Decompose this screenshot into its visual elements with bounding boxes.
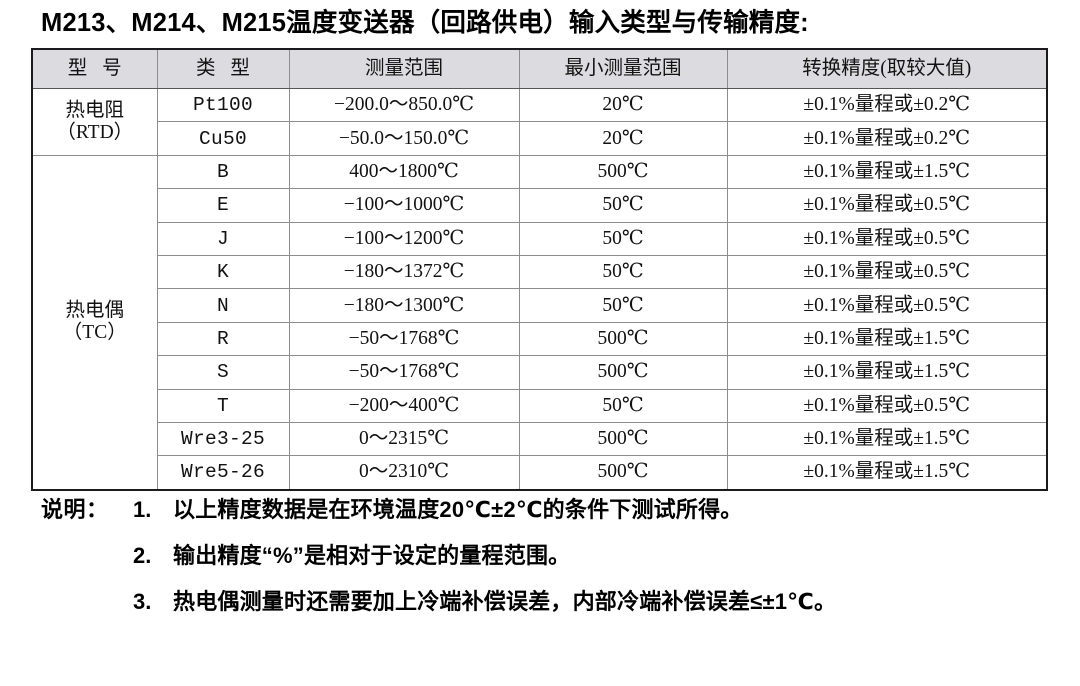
measuring-range-cell: −100～1200℃ (288, 221, 520, 256)
sensor-type-cell: T (156, 388, 290, 423)
sensor-group-name: 热电阻 (65, 99, 124, 121)
column-header-type: 类 型 (156, 48, 290, 89)
sensor-group-abbrev: （RTD） (56, 121, 134, 143)
note-number: 1. (133, 497, 152, 522)
min-range-cell: 500℃ (518, 154, 728, 190)
min-range-cell: 50℃ (518, 388, 728, 423)
notes-lead-label: 说明： (41, 497, 109, 522)
table-row: J −100～1200℃ 50℃ ±0.1%量程或±0.5℃ (32, 221, 1048, 256)
sensor-type-cell: R (156, 321, 290, 357)
temperature-spec-table: 型 号 类 型 测量范围 最小测量范围 转换精度(取较大值) 热电阻 （RTD） P… (31, 48, 1048, 491)
sensor-type-cell: B (156, 154, 290, 190)
sensor-type-cell: S (156, 355, 290, 390)
accuracy-cell: ±0.1%量程或±0.2℃ (726, 87, 1048, 123)
note-text: 输出精度“%”是相对于设定的量程范围。 (173, 543, 571, 568)
note-text: 热电偶测量时还需要加上冷端补偿误差，内部冷端补偿误差≤±1℃。 (173, 589, 837, 614)
sensor-group-cell: 热电偶 （TC） (31, 154, 158, 491)
min-range-cell: 500℃ (518, 355, 728, 390)
accuracy-cell: ±0.1%量程或±0.5℃ (726, 388, 1048, 423)
table-row: Wre5-26 0～2310℃ 500℃ ±0.1%量程或±1.5℃ (32, 455, 1048, 491)
note-text: 以上精度数据是在环境温度20℃±2℃的条件下测试所得。 (173, 497, 743, 522)
note-item: 3. 热电偶测量时还需要加上冷端补偿误差，内部冷端补偿误差≤±1℃。 (41, 584, 1051, 630)
measuring-range-cell: −100～1000℃ (288, 188, 520, 223)
page-title: M213、M214、M215温度变送器（回路供电）输入类型与传输精度: (41, 9, 809, 37)
column-header-model: 型 号 (31, 48, 158, 89)
accuracy-cell: ±0.1%量程或±1.5℃ (726, 321, 1048, 357)
sensor-type-cell: K (156, 254, 290, 290)
sensor-type-cell: E (156, 188, 290, 223)
accuracy-cell: ±0.1%量程或±1.5℃ (726, 154, 1048, 190)
accuracy-cell: ±0.1%量程或±1.5℃ (726, 355, 1048, 390)
table-row: K −180～1372℃ 50℃ ±0.1%量程或±0.5℃ (32, 254, 1048, 290)
note-item: 说明： 1. 以上精度数据是在环境温度20℃±2℃的条件下测试所得。 (41, 492, 1051, 538)
spec-table-container: 型 号 类 型 测量范围 最小测量范围 转换精度(取较大值) 热电阻 （RTD） P… (31, 48, 1048, 491)
table-row: S −50～1768℃ 500℃ ±0.1%量程或±1.5℃ (32, 355, 1048, 390)
min-range-cell: 500℃ (518, 321, 728, 357)
sensor-group-cell: 热电阻 （RTD） (31, 88, 158, 156)
table-row: Wre3-25 0～2315℃ 500℃ ±0.1%量程或±1.5℃ (32, 421, 1048, 457)
accuracy-cell: ±0.1%量程或±0.5℃ (726, 188, 1048, 223)
measuring-range-cell: −200.0～850.0℃ (288, 87, 520, 123)
measuring-range-cell: 400～1800℃ (288, 154, 520, 190)
sensor-group-abbrev: （TC） (62, 322, 127, 344)
measuring-range-cell: 0～2310℃ (288, 455, 520, 491)
measuring-range-cell: −200～400℃ (288, 388, 520, 423)
sensor-type-cell: Wre5-26 (156, 455, 290, 491)
table-row: E −100～1000℃ 50℃ ±0.1%量程或±0.5℃ (32, 188, 1048, 223)
measuring-range-cell: −50～1768℃ (288, 355, 520, 390)
accuracy-cell: ±0.1%量程或±1.5℃ (726, 455, 1048, 491)
min-range-cell: 500℃ (518, 421, 728, 457)
table-header-row: 型 号 类 型 测量范围 最小测量范围 转换精度(取较大值) (31, 48, 1048, 89)
note-item: 2. 输出精度“%”是相对于设定的量程范围。 (41, 538, 1051, 584)
column-header-model-label: 型 号 (67, 58, 127, 79)
sensor-type-cell: Pt100 (156, 87, 290, 123)
table-row: T −200～400℃ 50℃ ±0.1%量程或±0.5℃ (32, 388, 1048, 423)
column-header-type-label: 类 型 (196, 58, 255, 79)
table-row: N −180～1300℃ 50℃ ±0.1%量程或±0.5℃ (32, 288, 1048, 323)
measuring-range-cell: −50.0～150.0℃ (288, 121, 520, 156)
table-body: 热电阻 （RTD） Pt100 −200.0～850.0℃ 20℃ ±0.1%量程或±0.… (31, 87, 1048, 491)
sensor-group-name: 热电偶 (65, 300, 124, 322)
min-range-cell: 50℃ (518, 221, 728, 256)
measuring-range-cell: −180～1372℃ (288, 254, 520, 290)
table-row: 热电阻 （RTD） Pt100 −200.0～850.0℃ 20℃ ±0.1%量程或±0.… (31, 87, 1048, 156)
min-range-cell: 20℃ (518, 121, 728, 156)
table-row: R −50～1768℃ 500℃ ±0.1%量程或±1.5℃ (32, 321, 1048, 357)
accuracy-cell: ±0.1%量程或±0.2℃ (726, 121, 1048, 156)
column-header-min-range: 最小测量范围 (518, 48, 728, 89)
measuring-range-cell: 0～2315℃ (288, 421, 520, 457)
sensor-type-cell: Wre3-25 (156, 421, 290, 457)
min-range-cell: 500℃ (518, 455, 728, 491)
column-header-range: 测量范围 (288, 48, 520, 89)
sensor-type-cell: J (156, 221, 290, 256)
table-row: Cu50 −50.0～150.0℃ 20℃ ±0.1%量程或±0.2℃ (32, 121, 1048, 156)
sensor-type-cell: Cu50 (156, 121, 290, 156)
measuring-range-cell: −50～1768℃ (288, 321, 520, 357)
table-header: 型 号 类 型 测量范围 最小测量范围 转换精度(取较大值) (31, 48, 1048, 89)
sensor-type-cell: N (156, 288, 290, 323)
column-header-accuracy: 转换精度(取较大值) (726, 48, 1048, 89)
accuracy-cell: ±0.1%量程或±0.5℃ (726, 254, 1048, 290)
min-range-cell: 50℃ (518, 188, 728, 223)
accuracy-cell: ±0.1%量程或±1.5℃ (726, 421, 1048, 457)
min-range-cell: 20℃ (518, 87, 728, 123)
accuracy-cell: ±0.1%量程或±0.5℃ (726, 288, 1048, 323)
min-range-cell: 50℃ (518, 254, 728, 290)
notes-block: 说明： 1. 以上精度数据是在环境温度20℃±2℃的条件下测试所得。 2. 输出精度“%… (41, 492, 1051, 630)
note-number: 3. (133, 589, 152, 614)
note-number: 2. (133, 543, 152, 568)
table-row: 热电偶 （TC） B 400～1800℃ 500℃ ±0.1%量程或±1.5℃ (31, 154, 1048, 491)
accuracy-cell: ±0.1%量程或±0.5℃ (726, 221, 1048, 256)
min-range-cell: 50℃ (518, 288, 728, 323)
measuring-range-cell: −180～1300℃ (288, 288, 520, 323)
